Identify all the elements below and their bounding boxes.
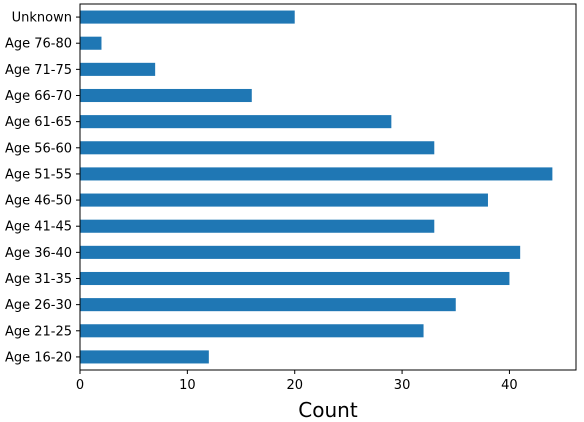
bar-age-31-35 (80, 271, 510, 286)
y-tick-label: Unknown (12, 11, 72, 26)
bar-age-41-45 (80, 219, 435, 233)
y-tick-label: Age 76-80 (5, 37, 72, 52)
bar-age-56-60 (80, 141, 435, 155)
y-axis: Age 16-20 Age 21-25 Age 26-30 Age 31-35 Age … (5, 11, 80, 365)
y-tick-label: Age 61-65 (5, 115, 72, 130)
y-tick-label: Age 51-55 (5, 167, 72, 182)
y-tick-label: Age 26-30 (5, 298, 72, 313)
bar-age-76-80 (80, 36, 102, 50)
x-tick-label: 30 (394, 378, 411, 393)
x-tick-label: 0 (76, 378, 84, 393)
y-tick-label: Age 56-60 (5, 141, 72, 156)
y-tick-label: Age 41-45 (5, 220, 72, 235)
x-tick-label: 40 (501, 378, 518, 393)
bar-age-36-40 (80, 245, 521, 259)
bar-age-16-20 (80, 350, 209, 364)
bar-age-71-75 (80, 62, 156, 76)
x-tick-label: 20 (286, 378, 303, 393)
y-tick-label: Age 46-50 (5, 194, 72, 209)
bar-age-46-50 (80, 193, 488, 207)
bar-age-21-25 (80, 324, 424, 338)
y-tick-label: Age 31-35 (5, 272, 72, 287)
bars-group (80, 10, 553, 364)
y-tick-label: Age 21-25 (5, 324, 72, 339)
bar-age-66-70 (80, 88, 252, 103)
bar-unknown (80, 10, 295, 24)
bar-age-61-65 (80, 115, 392, 129)
y-tick-label: Age 16-20 (5, 350, 72, 365)
x-axis: 0 10 20 30 40 (76, 370, 518, 393)
plot-frame (79, 3, 577, 371)
y-tick-label: Age 66-70 (5, 89, 72, 104)
y-tick-label: Age 36-40 (5, 246, 72, 261)
y-tick-label: Age 71-75 (5, 63, 72, 78)
x-tick-label: 10 (179, 378, 196, 393)
x-axis-title: Count (298, 398, 358, 422)
bar-age-26-30 (80, 298, 456, 312)
bar-age-51-55 (80, 167, 553, 181)
